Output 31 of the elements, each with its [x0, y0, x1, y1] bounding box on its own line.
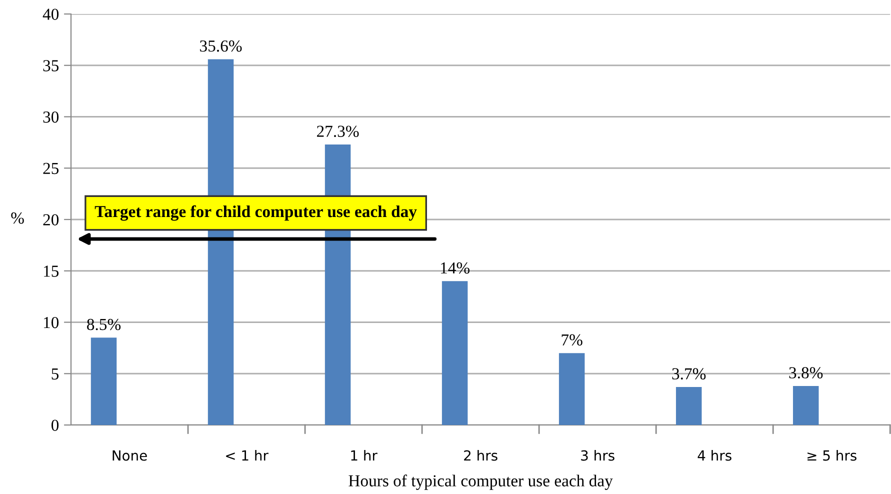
y-tick-label: 40: [42, 8, 59, 20]
annotation: Target range for child computer use each day: [94, 205, 417, 221]
y-tick-label: 20: [43, 214, 59, 226]
y-tick-label: 30: [43, 111, 59, 123]
data-label: 14%: [441, 262, 470, 274]
data-label: 8.5%: [87, 318, 121, 330]
bar: [558, 353, 585, 425]
x-tick-label: None: [112, 450, 147, 461]
y-axis-title: %: [11, 212, 24, 224]
y-tick-label: 35: [43, 60, 59, 72]
y-tick-label: 10: [44, 316, 59, 328]
x-tick-label: 1 hr: [351, 450, 378, 461]
y-tick-label: 5: [52, 368, 59, 380]
bar: [90, 338, 117, 425]
bar: [792, 386, 819, 425]
y-tick-label: 0: [51, 420, 59, 431]
y-tick-label: 25: [43, 162, 59, 174]
y-tick-label: 15: [44, 266, 59, 277]
x-tick-label: 3 hrs: [581, 450, 614, 461]
data-label: 3.8%: [789, 367, 823, 378]
data-label: 27.3%: [317, 126, 359, 138]
x-tick-label: < 1 hr: [226, 450, 268, 461]
data-label: 7%: [562, 334, 582, 346]
x-axis-title: Hours of typical computer use each day: [348, 474, 613, 490]
bar: [442, 281, 468, 425]
x-tick-label: ≥ 5 hrs: [808, 450, 856, 461]
data-label: 3.7%: [672, 368, 706, 380]
x-tick-label: 2 hrs: [464, 450, 498, 461]
data-label: 35.6%: [200, 40, 242, 52]
x-tick-label: 4 hrs: [698, 450, 732, 461]
bar: [676, 386, 702, 425]
